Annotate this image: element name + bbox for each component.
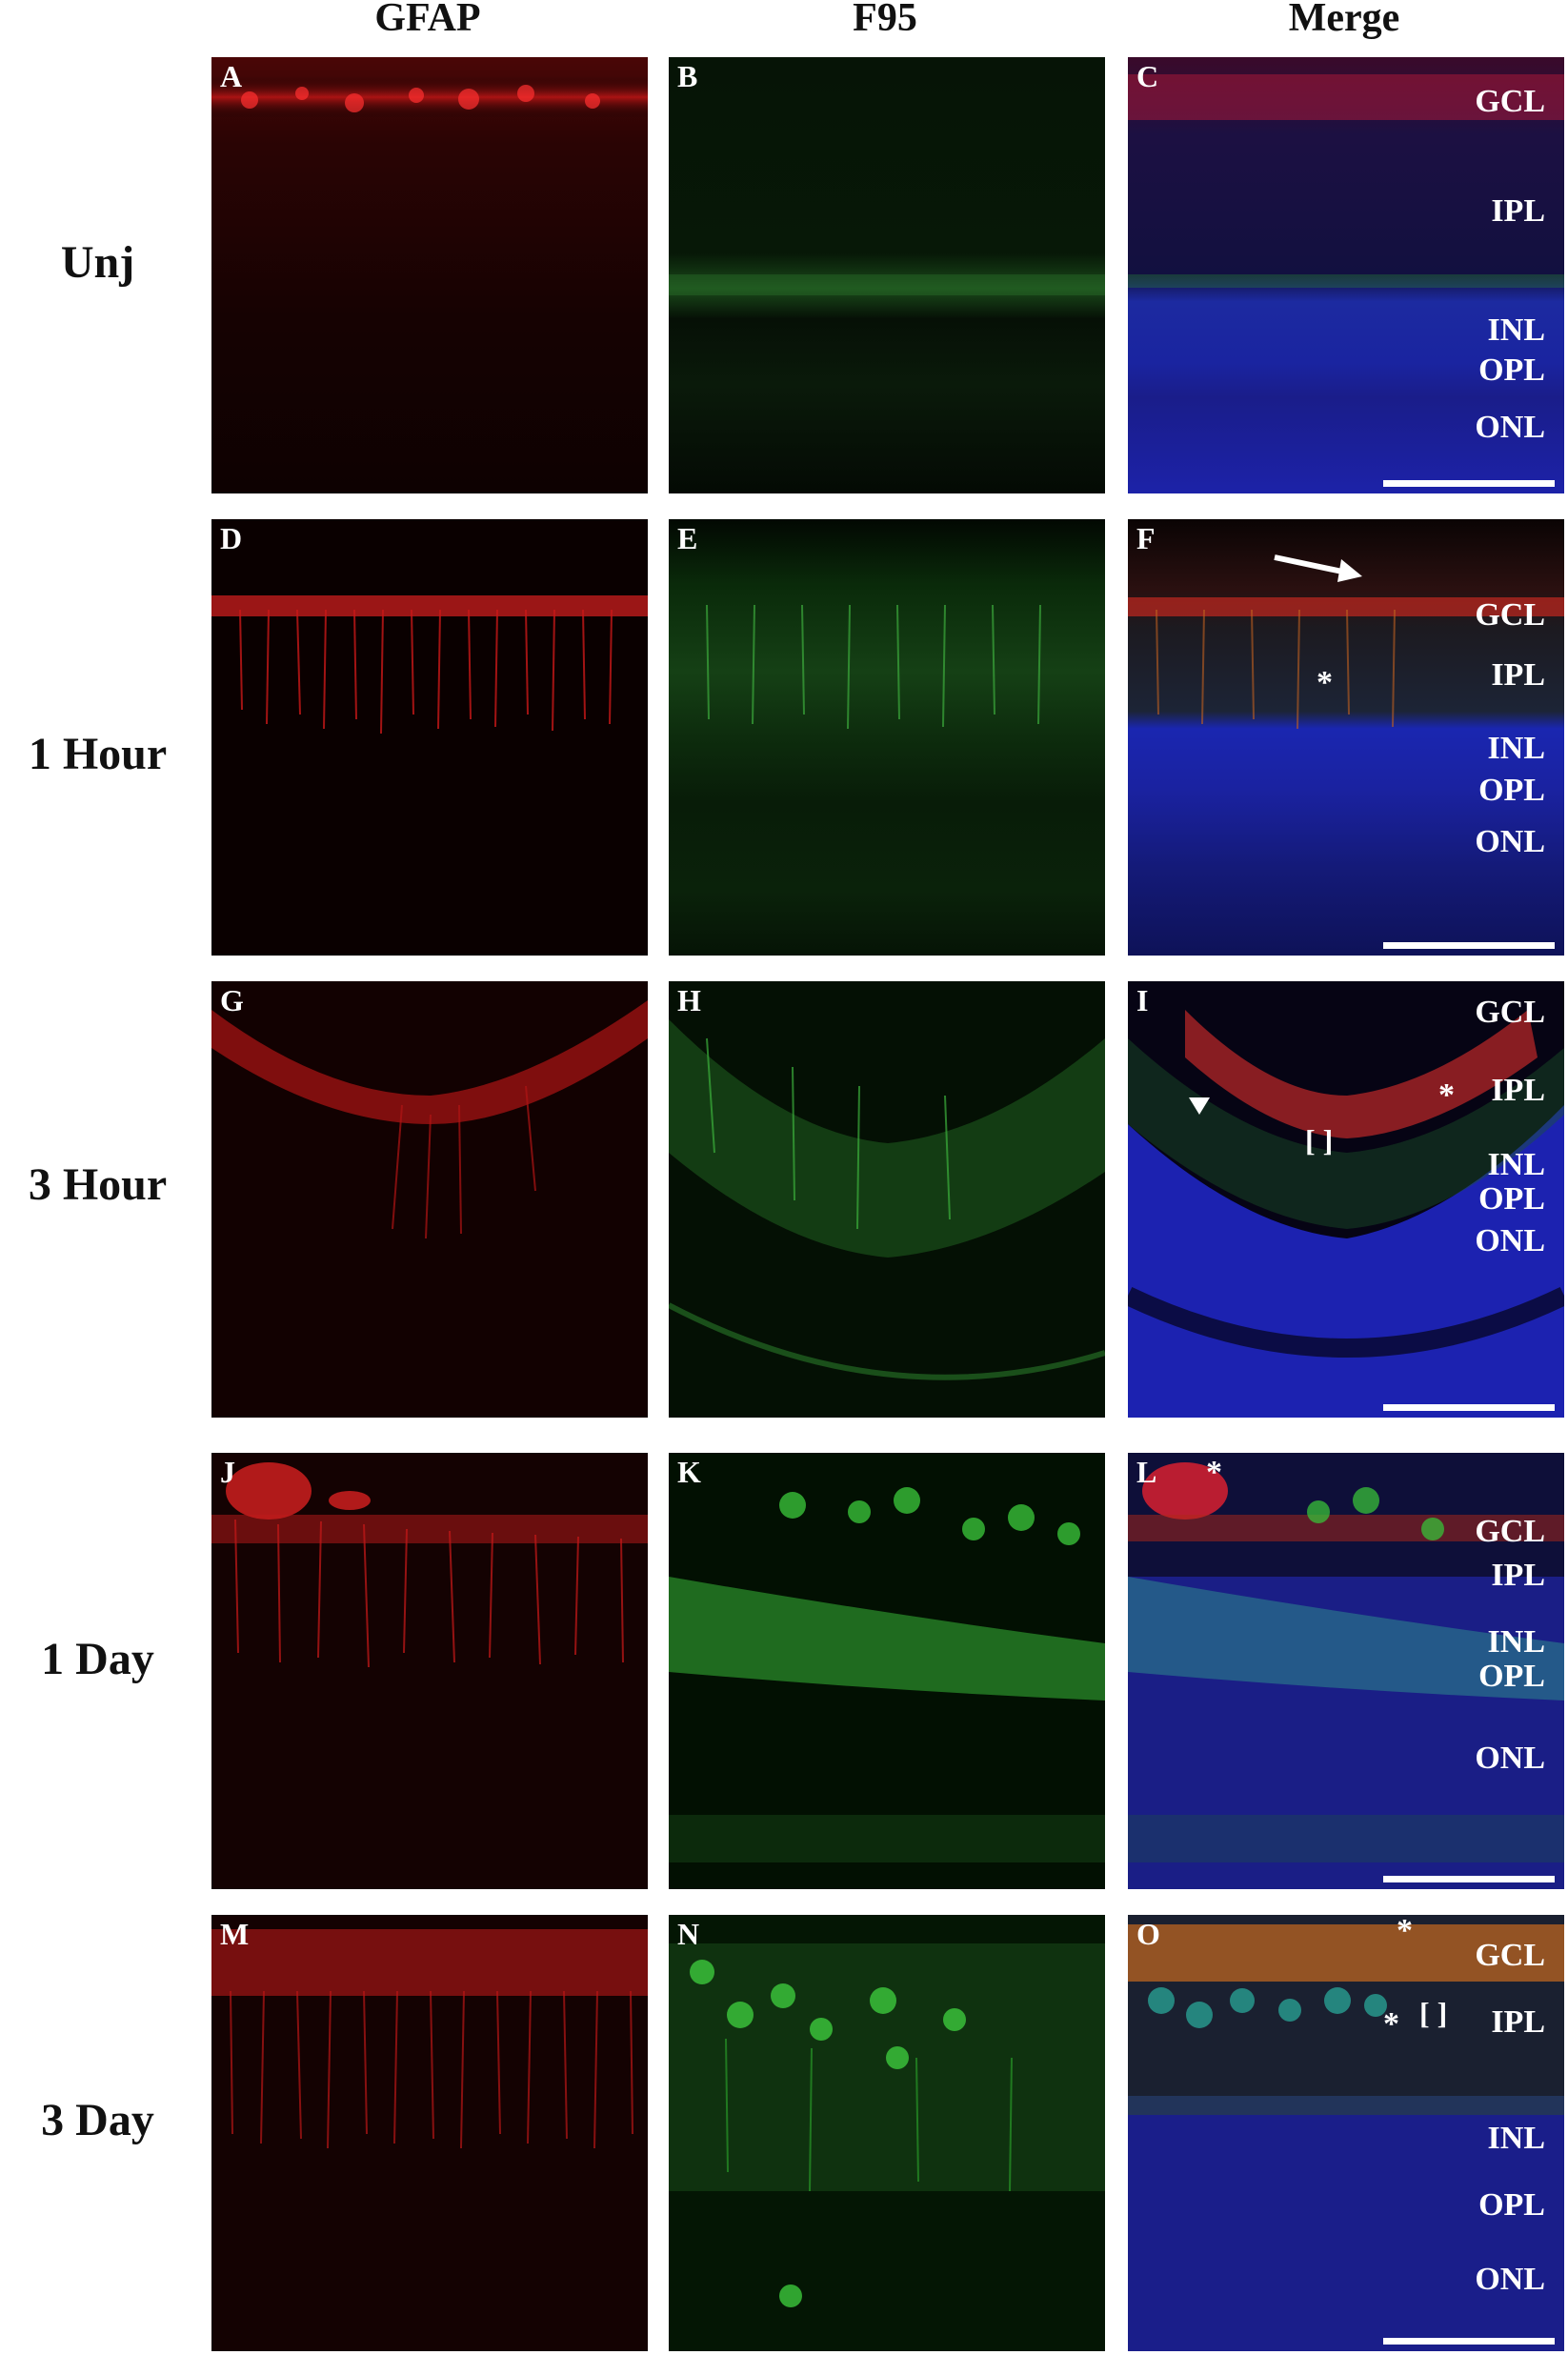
layer-label-ipl: IPL: [1491, 657, 1545, 693]
scale-bar: [1383, 1404, 1555, 1411]
micrograph-gfap: [211, 57, 648, 493]
scale-bar: [1383, 942, 1555, 949]
micrograph-gfap: [211, 981, 648, 1418]
panel-letter: F: [1136, 521, 1156, 555]
layer-label-onl: ONL: [1475, 824, 1545, 859]
layer-label-onl: ONL: [1475, 410, 1545, 445]
panel-letter: O: [1136, 1917, 1160, 1951]
panel-l-merge-1-day: L * GCL IPL INL OPL ONL: [1128, 1453, 1564, 1889]
panel-letter: A: [220, 59, 243, 93]
panel-letter: M: [220, 1917, 250, 1951]
panel-k-f95-1-day: K: [669, 1453, 1105, 1889]
panel-letter: B: [677, 59, 698, 93]
bracket-marker: [ ]: [1419, 1996, 1448, 2030]
micrograph-f95: [669, 981, 1105, 1418]
asterisk-marker: *: [1438, 1077, 1455, 1113]
layer-label-gcl: GCL: [1475, 995, 1545, 1030]
panel-m-gfap-3-day: M: [211, 1915, 648, 2351]
layer-label-opl: OPL: [1478, 2187, 1545, 2223]
panel-i-merge-3-hour: I GCL * IPL [ ] INL OPL ONL: [1128, 981, 1564, 1418]
bracket-marker: [ ]: [1305, 1123, 1334, 1157]
panel-n-f95-3-day: N: [669, 1915, 1105, 2351]
layer-label-opl: OPL: [1478, 1181, 1545, 1217]
row-label-3-day: 3 Day: [41, 2095, 154, 2145]
panel-h-f95-3-hour: H: [669, 981, 1105, 1418]
panel-b-f95-unj: B: [669, 57, 1105, 493]
layer-label-gcl: GCL: [1475, 1938, 1545, 1973]
row-label-1-hour: 1 Hour: [28, 729, 168, 779]
row-label-unj: Unj: [60, 237, 135, 288]
panel-letter: K: [677, 1455, 701, 1489]
panel-g-gfap-3-hour: G: [211, 981, 648, 1418]
panel-a-gfap-unj: A: [211, 57, 648, 493]
layer-label-inl: INL: [1487, 1147, 1545, 1182]
arrowhead-icon: [1189, 1097, 1210, 1115]
scale-bar: [1383, 1876, 1555, 1882]
panel-letter: D: [220, 521, 243, 555]
scale-bar: [1383, 2338, 1555, 2345]
micrograph-gfap: [211, 1915, 648, 2351]
micrograph-f95: [669, 519, 1105, 956]
micrograph-merge: [1128, 57, 1564, 493]
asterisk-marker: *: [1397, 1915, 1413, 1948]
panel-f-merge-1-hour: F GCL * IPL INL OPL ONL: [1128, 519, 1564, 956]
panel-letter: C: [1136, 59, 1159, 93]
layer-label-ipl: IPL: [1491, 2004, 1545, 2040]
panel-letter: N: [677, 1917, 700, 1951]
layer-label-inl: INL: [1487, 1624, 1545, 1660]
layer-label-ipl: IPL: [1491, 1558, 1545, 1593]
asterisk-marker: *: [1317, 665, 1333, 700]
asterisk-marker: *: [1206, 1455, 1222, 1490]
panel-letter: E: [677, 521, 698, 555]
micrograph-merge: [1128, 981, 1564, 1418]
row-label-3-hour: 3 Hour: [28, 1159, 168, 1210]
micrograph-f95: [669, 1915, 1105, 2351]
layer-label-onl: ONL: [1475, 1741, 1545, 1776]
layer-label-inl: INL: [1487, 731, 1545, 766]
panel-letter: I: [1136, 983, 1149, 1017]
asterisk-marker: *: [1383, 2006, 1399, 2042]
column-header-gfap: GFAP: [374, 0, 481, 40]
panel-letter: J: [220, 1455, 235, 1489]
layer-label-inl: INL: [1487, 312, 1545, 348]
micrograph-merge: [1128, 1453, 1564, 1889]
micrograph-gfap: [211, 1453, 648, 1889]
layer-label-inl: INL: [1487, 2121, 1545, 2156]
micrograph-f95: [669, 1453, 1105, 1889]
layer-label-opl: OPL: [1478, 352, 1545, 388]
micrograph-f95: [669, 57, 1105, 493]
column-header-merge: Merge: [1288, 0, 1400, 40]
panel-letter: H: [677, 983, 701, 1017]
panel-o-merge-3-day: O * GCL * [ ] IPL INL OPL ONL: [1128, 1915, 1564, 2351]
layer-label-gcl: GCL: [1475, 84, 1545, 119]
arrow-icon: [1274, 554, 1362, 582]
panel-e-f95-1-hour: E: [669, 519, 1105, 956]
panel-letter: G: [220, 983, 244, 1017]
micrograph-gfap: [211, 519, 648, 956]
scale-bar: [1383, 480, 1555, 487]
layer-label-gcl: GCL: [1475, 597, 1545, 633]
panel-j-gfap-1-day: J: [211, 1453, 648, 1889]
layer-label-ipl: IPL: [1491, 1073, 1545, 1108]
panel-letter: L: [1136, 1455, 1157, 1489]
layer-label-onl: ONL: [1475, 1223, 1545, 1258]
micrograph-merge: [1128, 1915, 1564, 2351]
panel-c-merge-unj: C GCL IPL INL OPL ONL: [1128, 57, 1564, 493]
layer-label-opl: OPL: [1478, 1659, 1545, 1694]
micrograph-merge: [1128, 519, 1564, 956]
row-label-1-day: 1 Day: [41, 1634, 154, 1684]
layer-label-ipl: IPL: [1491, 193, 1545, 229]
layer-label-onl: ONL: [1475, 2262, 1545, 2297]
column-header-f95: F95: [853, 0, 917, 40]
layer-label-opl: OPL: [1478, 773, 1545, 808]
panel-d-gfap-1-hour: D: [211, 519, 648, 956]
layer-label-gcl: GCL: [1475, 1514, 1545, 1549]
